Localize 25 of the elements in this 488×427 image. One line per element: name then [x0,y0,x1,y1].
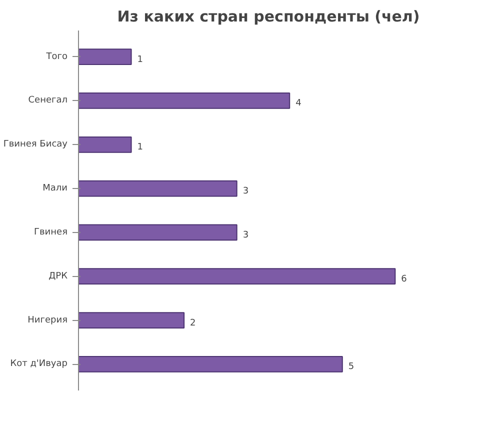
bar [78,224,238,241]
data-label: 2 [190,318,196,328]
bar [78,92,290,109]
data-label: 3 [242,186,249,197]
y-tick-label: ДРК [48,271,68,282]
data-label: 1 [137,142,144,153]
chart-title: Из каких стран респонденты (чел) [117,8,420,26]
y-tick-label: Гвинея [34,227,68,238]
bar [78,136,132,153]
y-tick-label: Того [45,52,68,62]
bar [78,312,185,328]
bar [78,356,343,372]
y-tick-label: Сенегал [28,96,68,106]
bar [78,180,238,197]
data-label: 6 [401,274,408,284]
bar [78,268,396,285]
data-label: 1 [137,54,144,65]
bar [78,48,132,66]
y-tick-label: Мали [42,184,68,194]
data-label: 4 [296,98,302,109]
y-tick-label: Кот д'Ивуар [10,359,68,370]
y-tick-label: Нигерия [28,315,68,326]
y-tick-label: Гвинея Бисау [3,140,68,150]
data-label: 3 [242,230,249,240]
data-label: 5 [348,362,354,372]
